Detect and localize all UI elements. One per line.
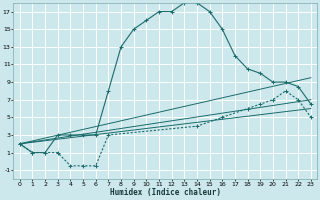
X-axis label: Humidex (Indice chaleur): Humidex (Indice chaleur): [110, 188, 221, 197]
